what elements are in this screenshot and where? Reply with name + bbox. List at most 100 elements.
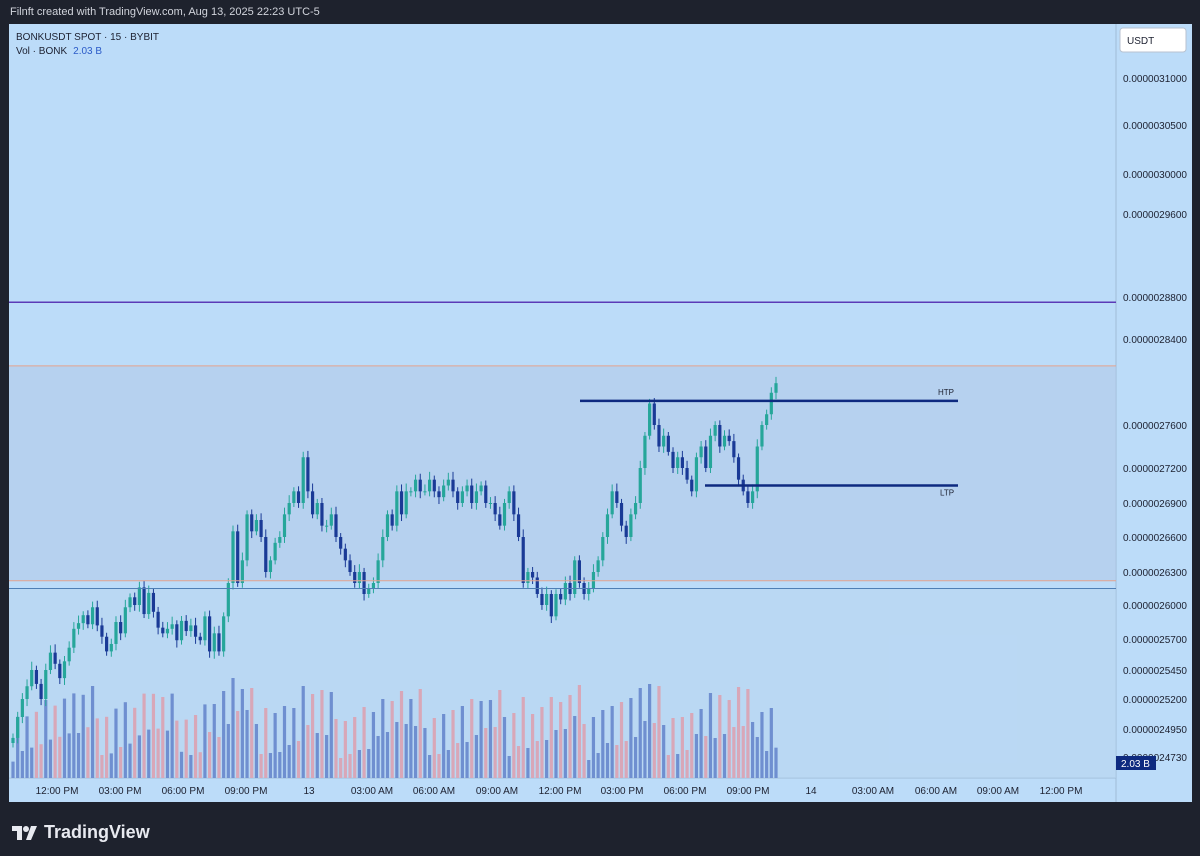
candle-body[interactable] bbox=[765, 414, 769, 425]
candle-body[interactable] bbox=[713, 425, 717, 436]
candle-body[interactable] bbox=[460, 491, 464, 503]
candle-body[interactable] bbox=[662, 435, 666, 447]
candle-body[interactable] bbox=[549, 594, 553, 617]
candle-body[interactable] bbox=[648, 403, 652, 436]
candle-body[interactable] bbox=[591, 572, 596, 589]
candle-body[interactable] bbox=[596, 560, 600, 572]
candle-body[interactable] bbox=[34, 670, 39, 684]
candle-body[interactable] bbox=[727, 435, 731, 442]
candle-body[interactable] bbox=[292, 491, 296, 503]
candle-body[interactable] bbox=[184, 620, 188, 632]
candle-body[interactable] bbox=[643, 435, 647, 468]
candle-body[interactable] bbox=[750, 491, 755, 503]
candle-body[interactable] bbox=[456, 491, 460, 503]
candle-body[interactable] bbox=[680, 457, 684, 468]
candle-body[interactable] bbox=[58, 663, 62, 679]
candle-body[interactable] bbox=[676, 457, 680, 468]
candle-body[interactable] bbox=[67, 647, 71, 662]
candle-body[interactable] bbox=[282, 514, 287, 537]
candle-body[interactable] bbox=[428, 479, 432, 492]
candle-body[interactable] bbox=[353, 572, 357, 583]
candle-body[interactable] bbox=[573, 560, 577, 594]
candle-body[interactable] bbox=[208, 616, 212, 652]
candle-body[interactable] bbox=[736, 457, 741, 480]
candle-body[interactable] bbox=[418, 479, 422, 492]
candle-body[interactable] bbox=[30, 670, 34, 687]
candle-body[interactable] bbox=[264, 537, 268, 572]
candle-body[interactable] bbox=[376, 560, 380, 583]
candle-body[interactable] bbox=[437, 491, 441, 498]
candle-body[interactable] bbox=[189, 625, 193, 632]
candle-body[interactable] bbox=[147, 592, 151, 615]
candle-body[interactable] bbox=[704, 446, 708, 469]
candle-body[interactable] bbox=[109, 643, 113, 652]
candle-body[interactable] bbox=[119, 622, 123, 634]
candle-body[interactable] bbox=[722, 435, 727, 447]
candle-body[interactable] bbox=[90, 607, 95, 625]
candle-body[interactable] bbox=[554, 594, 558, 617]
candle-body[interactable] bbox=[231, 531, 235, 583]
candle-body[interactable] bbox=[493, 503, 497, 515]
candle-body[interactable] bbox=[95, 607, 99, 626]
candle-body[interactable] bbox=[273, 542, 277, 561]
candle-body[interactable] bbox=[367, 588, 371, 595]
candle-body[interactable] bbox=[381, 537, 385, 561]
candle-body[interactable] bbox=[72, 628, 76, 648]
candle-body[interactable] bbox=[605, 514, 610, 537]
candle-body[interactable] bbox=[259, 520, 263, 537]
candle-body[interactable] bbox=[165, 628, 170, 634]
candle-body[interactable] bbox=[385, 514, 390, 537]
candle-body[interactable] bbox=[362, 572, 366, 594]
candle-body[interactable] bbox=[268, 560, 273, 572]
candle-body[interactable] bbox=[535, 577, 539, 595]
candle-body[interactable] bbox=[563, 583, 567, 600]
candle-body[interactable] bbox=[25, 686, 29, 699]
candle-body[interactable] bbox=[315, 503, 319, 515]
candle-body[interactable] bbox=[666, 435, 670, 452]
candle-body[interactable] bbox=[474, 491, 479, 503]
candle-body[interactable] bbox=[708, 435, 713, 468]
candle-body[interactable] bbox=[222, 616, 226, 652]
candle-body[interactable] bbox=[432, 479, 436, 492]
candle-body[interactable] bbox=[86, 615, 90, 625]
candle-body[interactable] bbox=[329, 514, 333, 526]
candle-body[interactable] bbox=[156, 611, 160, 628]
candle-body[interactable] bbox=[343, 548, 347, 561]
candle-body[interactable] bbox=[451, 479, 455, 492]
candle-body[interactable] bbox=[399, 491, 404, 515]
candle-body[interactable] bbox=[114, 622, 118, 644]
candle-body[interactable] bbox=[498, 514, 502, 526]
candle-body[interactable] bbox=[488, 503, 493, 504]
candle-body[interactable] bbox=[732, 441, 736, 458]
candle-body[interactable] bbox=[236, 531, 240, 583]
candle-body[interactable] bbox=[657, 425, 661, 447]
candle-body[interactable] bbox=[100, 625, 104, 637]
candle-body[interactable] bbox=[301, 457, 305, 503]
candle-body[interactable] bbox=[746, 491, 750, 503]
candle-body[interactable] bbox=[559, 594, 563, 600]
candle-body[interactable] bbox=[250, 514, 254, 532]
candle-body[interactable] bbox=[128, 597, 132, 608]
candle-body[interactable] bbox=[193, 625, 198, 637]
candle-body[interactable] bbox=[633, 503, 638, 515]
candle-body[interactable] bbox=[619, 503, 624, 526]
candle-body[interactable] bbox=[20, 699, 24, 717]
candle-body[interactable] bbox=[16, 717, 20, 738]
candle-body[interactable] bbox=[44, 670, 48, 699]
candle-body[interactable] bbox=[442, 485, 446, 498]
candle-body[interactable] bbox=[479, 485, 483, 492]
candle-body[interactable] bbox=[76, 623, 81, 629]
candle-body[interactable] bbox=[760, 425, 764, 447]
candle-body[interactable] bbox=[718, 425, 722, 447]
candle-body[interactable] bbox=[774, 383, 778, 393]
candle-body[interactable] bbox=[610, 491, 614, 515]
candle-body[interactable] bbox=[306, 457, 310, 492]
candle-body[interactable] bbox=[48, 652, 53, 670]
candle-body[interactable] bbox=[521, 537, 525, 583]
candle-body[interactable] bbox=[470, 485, 474, 504]
candle-body[interactable] bbox=[502, 503, 507, 526]
candle-body[interactable] bbox=[699, 446, 703, 458]
candle-body[interactable] bbox=[615, 491, 619, 503]
candle-body[interactable] bbox=[137, 587, 141, 605]
candle-body[interactable] bbox=[577, 560, 581, 583]
